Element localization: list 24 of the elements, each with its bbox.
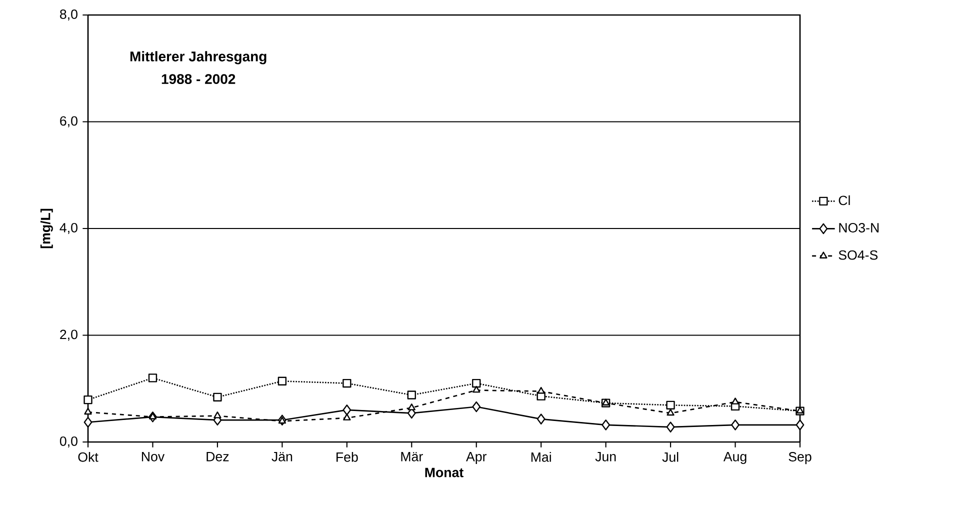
y-tick-label: 6,0	[60, 116, 78, 128]
legend-label: NO3-N	[839, 223, 879, 232]
x-tick-label: Jän	[272, 452, 292, 462]
x-tick-label: Feb	[336, 452, 358, 462]
x-tick-label: Jul	[662, 452, 678, 462]
x-tick-label: Aug	[723, 452, 746, 464]
text: 1988 - 2002	[162, 74, 236, 84]
x-tick-label: Nov	[142, 452, 165, 462]
y-tick-label: 2,0	[60, 330, 78, 341]
x-tick-label: Okt	[78, 452, 98, 462]
x-axis-title: Monat	[425, 468, 464, 478]
y-axis-title: [mg/L]	[40, 208, 53, 248]
y-tick-label: 8,0	[60, 10, 78, 21]
legend-label: SO4-S	[838, 250, 878, 260]
y-tick-label: 0,0	[60, 436, 78, 448]
y-tick-label: 4,0	[60, 222, 78, 234]
x-tick-label: Apr	[466, 452, 487, 464]
x-tick-label: Mai	[531, 452, 551, 462]
x-tick-label: Mär	[401, 452, 423, 462]
legend-label: Cl	[838, 195, 850, 206]
x-tick-label: Jun	[595, 452, 616, 462]
text: Mittlerer Jahresgang	[130, 51, 266, 64]
x-tick-label: Sep	[788, 452, 812, 464]
x-tick-label: Dez	[206, 452, 229, 462]
